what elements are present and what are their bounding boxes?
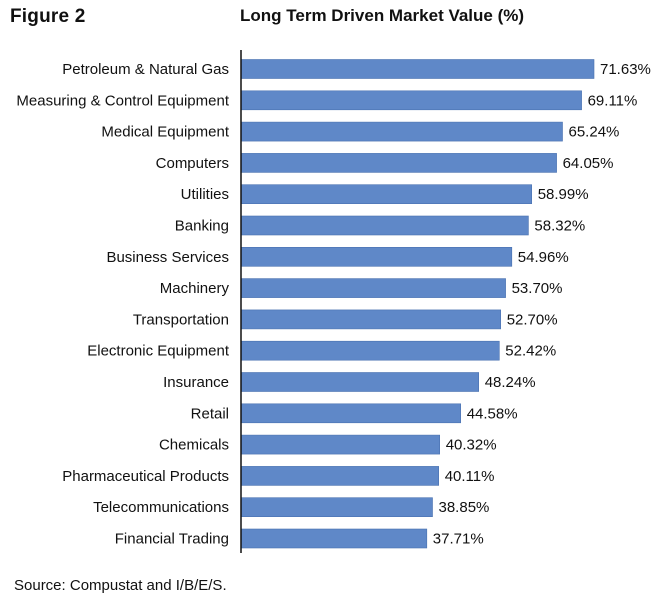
bar-petroleum-natural-gas: [240, 59, 595, 79]
bar-financial-trading: [240, 528, 428, 549]
category-label: Utilities: [181, 186, 229, 203]
bar-machinery: [240, 278, 506, 298]
category-label: Telecommunications: [93, 499, 229, 516]
value-label: 52.70%: [507, 311, 558, 328]
category-label: Machinery: [160, 280, 230, 297]
category-label: Measuring & Control Equipment: [16, 92, 229, 109]
value-label: 48.24%: [485, 374, 536, 391]
value-label: 54.96%: [518, 249, 569, 266]
category-label: Petroleum & Natural Gas: [62, 61, 229, 78]
category-labels: Petroleum & Natural Gas Measuring & Contr…: [16, 61, 229, 548]
bar-business-services: [240, 247, 513, 267]
value-label: 40.11%: [445, 468, 495, 485]
value-label: 40.32%: [446, 437, 497, 454]
bar-banking: [240, 215, 529, 236]
bars-group: [240, 59, 595, 549]
category-label: Pharmaceutical Products: [62, 468, 229, 485]
value-label: 64.05%: [563, 155, 614, 172]
category-label: Computers: [156, 155, 229, 172]
value-label: 52.42%: [505, 343, 556, 360]
value-label: 58.32%: [534, 218, 585, 235]
bar-retail: [240, 403, 461, 424]
category-label: Insurance: [163, 374, 229, 391]
category-label: Transportation: [133, 311, 229, 328]
figure-label: Figure 2: [10, 6, 86, 27]
value-label: 37.71%: [433, 531, 484, 548]
value-label: 38.85%: [439, 499, 490, 516]
value-labels: 71.63% 69.11% 65.24% 64.05% 58.99% 58.32% 54.9…: [433, 61, 651, 548]
source-note: Source: Compustat and I/B/E/S.: [14, 577, 227, 594]
bar-transportation: [240, 309, 502, 330]
bar-medical-equipment: [240, 121, 563, 142]
bar-telecommunications: [240, 497, 433, 518]
category-label: Business Services: [106, 249, 229, 266]
category-label: Electronic Equipment: [87, 343, 230, 360]
category-label: Chemicals: [159, 437, 229, 454]
value-label: 65.24%: [569, 124, 620, 141]
bar-measuring-control-equipment: [240, 90, 582, 111]
bar-electronic-equipment: [240, 340, 500, 361]
category-label: Retail: [191, 405, 229, 422]
category-label: Financial Trading: [115, 531, 229, 548]
value-label: 44.58%: [467, 405, 518, 422]
bar-computers: [240, 153, 557, 173]
bar-chemicals: [240, 434, 440, 455]
bar-pharmaceutical-products: [240, 466, 439, 486]
value-label: 58.99%: [538, 186, 589, 203]
value-label: 69.11%: [588, 92, 638, 109]
category-label: Medical Equipment: [101, 124, 229, 141]
bar-insurance: [240, 372, 479, 392]
value-label: 53.70%: [512, 280, 563, 297]
value-label: 71.63%: [600, 61, 651, 78]
bar-utilities: [240, 184, 533, 204]
chart-title: Long Term Driven Market Value (%): [240, 6, 525, 25]
category-label: Banking: [175, 218, 229, 235]
